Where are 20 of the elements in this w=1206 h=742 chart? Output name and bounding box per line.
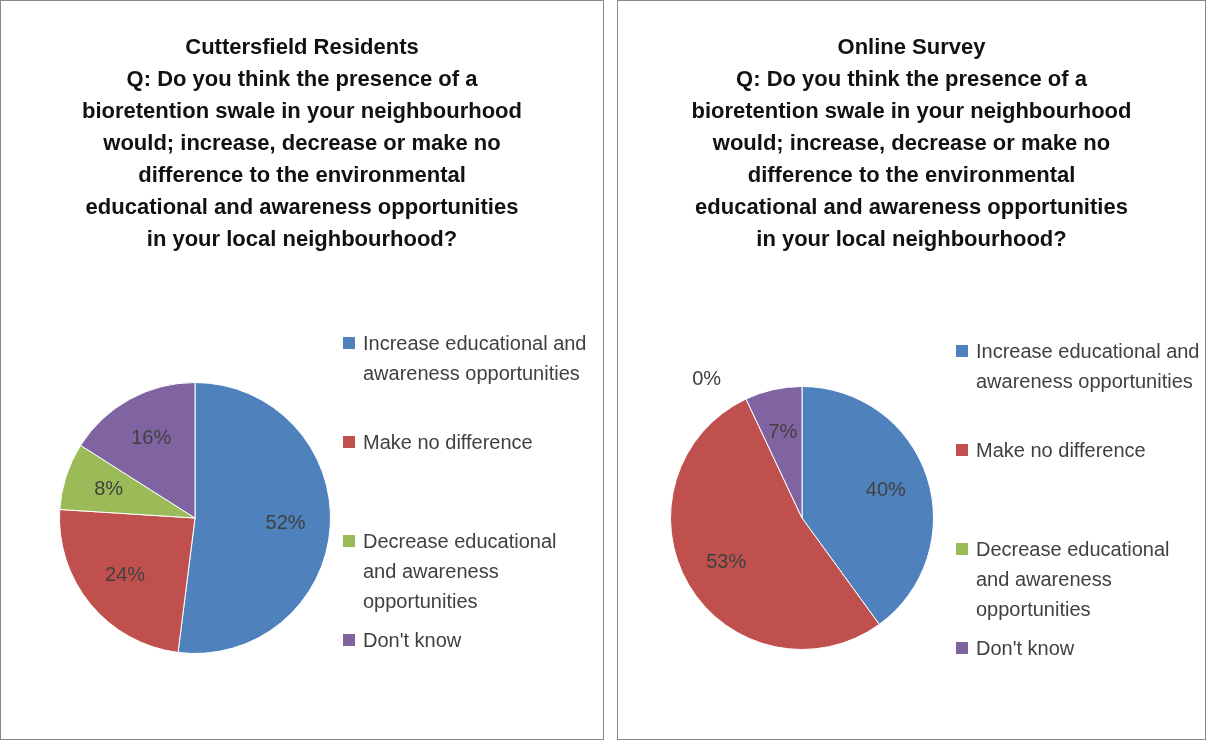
legend-label: Don't know <box>363 628 462 653</box>
data-label: 24% <box>105 563 146 586</box>
legend-label: Decrease educational and awareness opportunities <box>976 537 1171 622</box>
legend-label: Make no difference <box>976 438 1146 463</box>
chart-title: Cuttersfield Residents <box>184 33 420 61</box>
data-label: 7% <box>768 419 798 442</box>
legend-label: Increase educational and awareness opportunities <box>363 331 588 386</box>
data-label: 16% <box>131 425 172 448</box>
chart-subtitle: Q: Do you think the presence of a bioretention swale in your neighbourhood would; increase, decrease or make no difference to the environmental educational and awareness opportunities in your local neighbourhood? <box>82 65 522 253</box>
legend-label: Don't know <box>976 636 1075 661</box>
data-label: 53% <box>706 550 747 573</box>
legend-label: Make no difference <box>363 430 533 455</box>
data-label: 52% <box>265 511 306 534</box>
data-label: 40% <box>865 478 907 501</box>
legend-label: Increase educational and awareness opportunities <box>976 339 1201 394</box>
chart-subtitle: Q: Do you think the presence of a bioretention swale in your neighbourhood would; increase, decrease or make no difference to the environmental educational and awareness opportunities in your local neighbourhood? <box>691 65 1132 253</box>
legend-label: Decrease educational and awareness opportunities <box>363 529 558 614</box>
data-label: 8% <box>94 477 124 500</box>
text: 0% <box>692 366 722 389</box>
chart-title: Online Survey <box>836 33 987 61</box>
